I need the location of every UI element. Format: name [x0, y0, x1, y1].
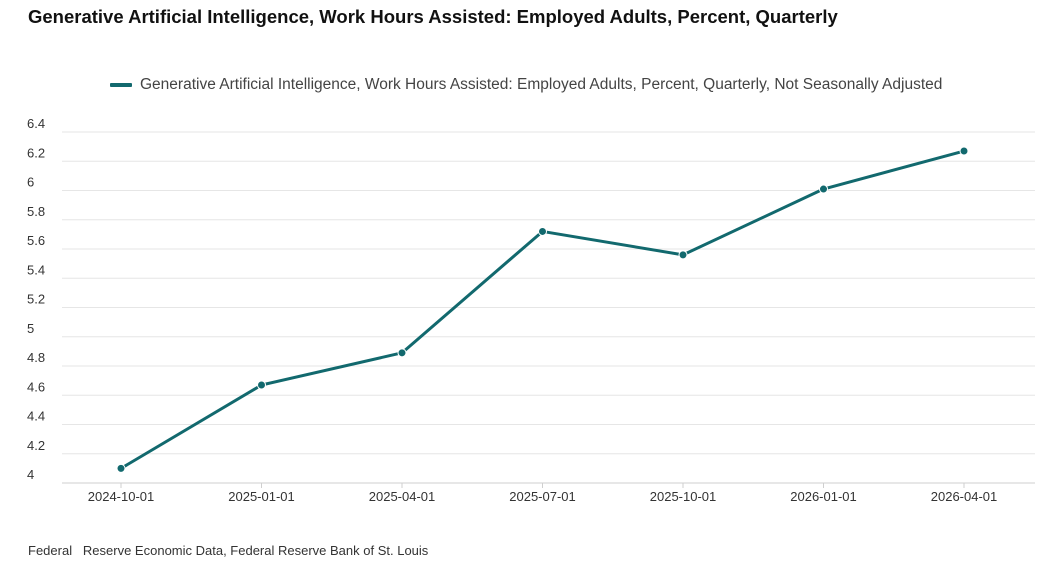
x-tick-label: 2024-10-01: [88, 489, 155, 504]
y-tick-label: 5.2: [27, 292, 45, 307]
y-axis-ticks: 4 4.2 4.4 4.6 4.8 5 5.2 5.4 5.6 5.8 6 6.2 6.4: [27, 116, 45, 482]
y-tick-label: 4.2: [27, 438, 45, 453]
y-tick-label: 5.6: [27, 233, 45, 248]
data-point[interactable]: [959, 146, 969, 156]
data-point[interactable]: [678, 250, 688, 260]
data-point[interactable]: [819, 184, 828, 194]
grid-lines: [62, 131, 1035, 484]
x-tick-label: 2025-10-01: [650, 489, 717, 504]
y-tick-label: 4.8: [27, 350, 45, 365]
x-tick-label: 2025-07-01: [509, 489, 576, 504]
chart-title: Generative Artificial Intelligence, Work…: [28, 6, 838, 27]
y-tick-label: 5.8: [27, 204, 45, 219]
data-point[interactable]: [257, 380, 266, 390]
series-line: [119, 149, 966, 470]
source-note: Federal Reserve Economic Data, Federal R…: [28, 543, 429, 558]
data-point[interactable]: [397, 348, 407, 358]
x-tick-label: 2025-01-01: [228, 489, 295, 504]
y-tick-label: 6.2: [27, 145, 45, 160]
x-axis-ticks: 2024-10-01 2025-01-01 2025-04-01 2025-07-01…: [88, 483, 998, 504]
series-layer: [116, 146, 969, 473]
y-tick-label: 4: [27, 467, 34, 482]
legend-swatch: [110, 83, 132, 87]
data-point[interactable]: [116, 463, 126, 473]
y-tick-label: 6: [27, 175, 34, 190]
y-tick-label: 4.4: [27, 409, 45, 424]
x-tick-label: 2026-04-01: [931, 489, 998, 504]
y-tick-label: 5.4: [27, 262, 45, 277]
legend: Generative Artificial Intelligence, Work…: [110, 74, 942, 96]
data-point[interactable]: [538, 226, 547, 236]
x-tick-label: 2025-04-01: [369, 489, 436, 504]
legend-label: Generative Artificial Intelligence, Work…: [140, 76, 943, 93]
x-tick-label: 2026-01-01: [790, 489, 857, 504]
y-tick-label: 6.4: [27, 116, 45, 131]
y-tick-label: 4.6: [27, 379, 45, 394]
y-tick-label: 5: [27, 321, 34, 336]
